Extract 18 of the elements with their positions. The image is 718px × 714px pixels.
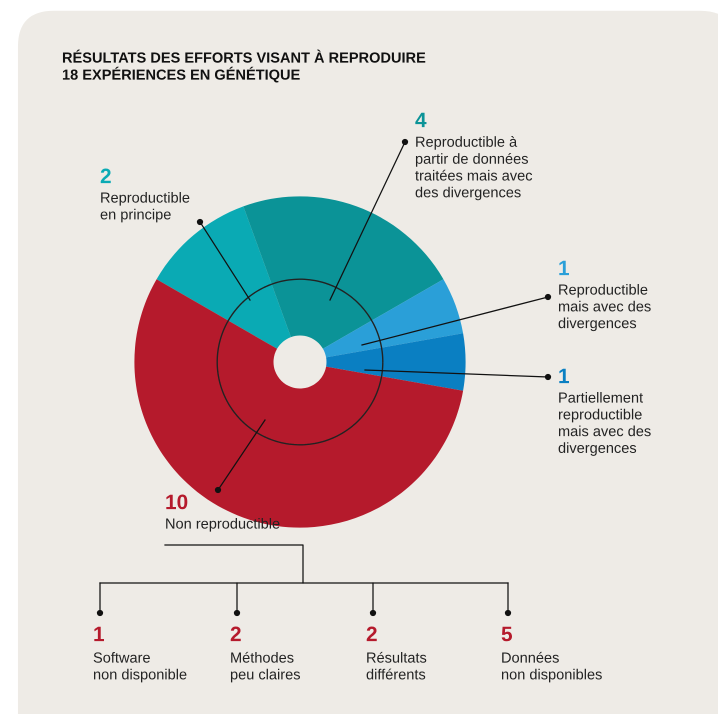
- text: 2 Méthodes peu claires: [230, 626, 300, 682]
- text: 2 Résultats différents: [366, 626, 426, 680]
- text: 5 Données non disponibles: [502, 626, 602, 682]
- data-label: 10: [166, 494, 188, 510]
- data-label: 1: [559, 260, 570, 276]
- slice-label: Partiellement reproductible mais avec des divergences: [558, 392, 651, 456]
- donut-slice: [322, 279, 464, 358]
- slice-label: Reproductible en principe: [100, 192, 190, 222]
- data-label: 1: [559, 368, 570, 384]
- chart-title: RÉSULTATS DES EFFORTS VISANT À REPRODUIRE 18 EXPÉRIENCES EN GÉNÉTIQUE: [62, 50, 426, 83]
- data-label: 2: [100, 168, 111, 184]
- slice-label: Non reproductible: [166, 518, 280, 532]
- donut-slice: [326, 333, 466, 391]
- donut-slice: [243, 196, 444, 349]
- text: 1 Software non disponible: [94, 626, 186, 682]
- slice-label: Reproductible à partir de données traitées mais avec des divergences: [415, 136, 532, 200]
- data-label: 4: [415, 112, 426, 128]
- slice-label: Reproductible mais avec des divergences: [558, 284, 651, 332]
